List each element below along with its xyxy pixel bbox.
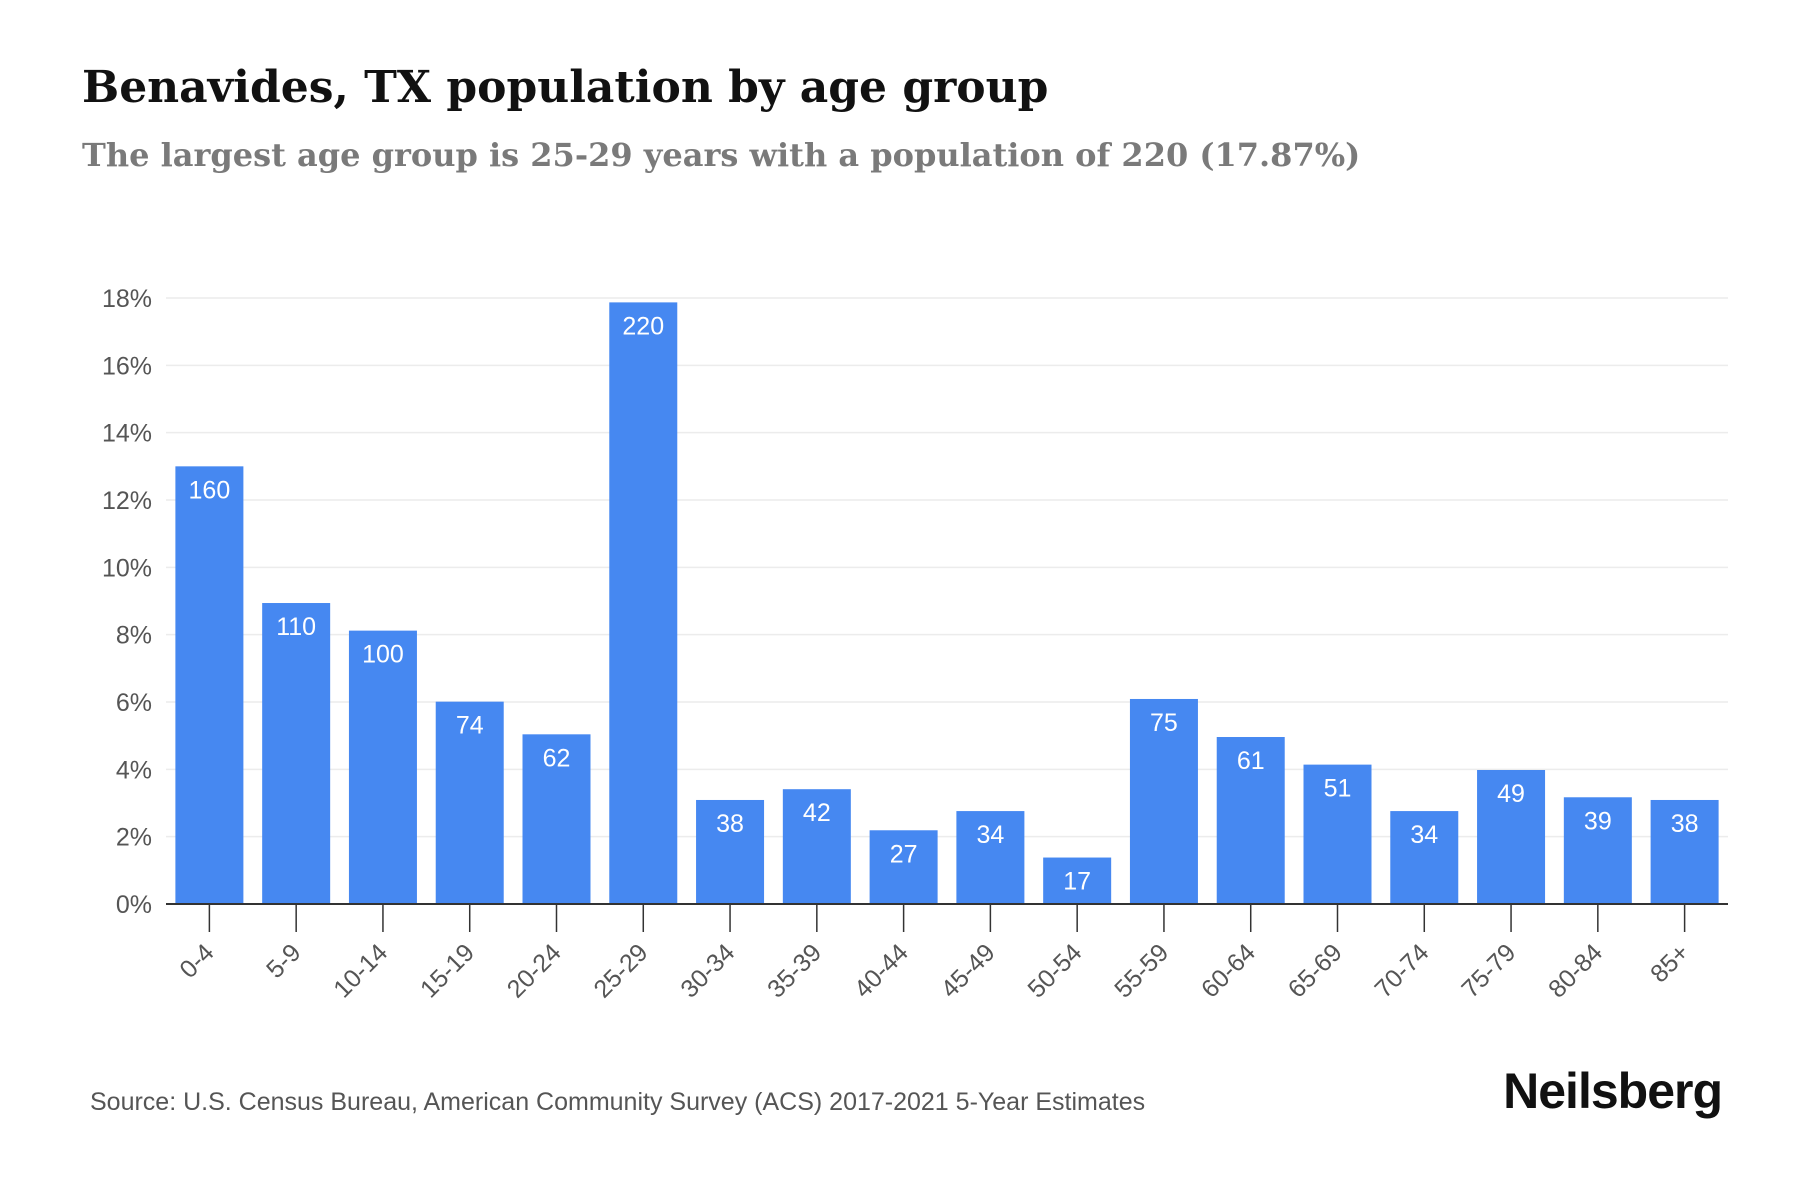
bar-value-label: 34	[1410, 821, 1438, 849]
x-tick-label: 50-54	[1022, 938, 1087, 1003]
x-tick-label: 80-84	[1543, 938, 1608, 1003]
bar-value-label: 75	[1150, 709, 1178, 737]
y-tick-label: 14%	[102, 420, 152, 448]
y-tick-label: 16%	[102, 352, 152, 380]
x-tick-label: 25-29	[588, 938, 653, 1003]
bar-60-64	[1216, 737, 1285, 904]
x-tick-label: 30-34	[675, 938, 740, 1003]
bar-25-29	[609, 302, 678, 904]
x-tick-label: 0-4	[174, 938, 219, 983]
bar-75-79	[1477, 770, 1546, 904]
bar-value-label: 38	[1671, 810, 1699, 838]
x-tick-label: 10-14	[328, 938, 393, 1003]
bar-10-14	[348, 630, 417, 904]
bar-value-label: 100	[362, 641, 404, 669]
y-tick-label: 4%	[116, 756, 152, 784]
bar-value-label: 51	[1324, 775, 1352, 803]
bar-value-label: 74	[456, 712, 484, 740]
chart-subtitle: The largest age group is 25-29 years wit…	[82, 136, 1361, 174]
x-tick-label: 20-24	[502, 938, 567, 1003]
bar-value-label: 34	[976, 821, 1004, 849]
bar-50-54	[1043, 857, 1112, 904]
bar-0-4	[175, 466, 244, 904]
x-tick-label: 75-79	[1456, 938, 1521, 1003]
y-tick-label: 6%	[116, 689, 152, 717]
y-tick-label: 0%	[116, 891, 152, 919]
bar-80-84	[1563, 797, 1632, 904]
x-tick-label: 65-69	[1283, 938, 1348, 1003]
x-tick-label: 40-44	[849, 938, 914, 1003]
bar-30-34	[696, 799, 765, 904]
x-tick-label: 35-39	[762, 938, 827, 1003]
source-note: Source: U.S. Census Bureau, American Com…	[90, 1088, 1146, 1116]
bar-value-label: 110	[276, 613, 316, 641]
y-tick-label: 12%	[102, 487, 152, 515]
bar-15-19	[435, 701, 504, 904]
x-tick-label: 55-59	[1109, 938, 1174, 1003]
bar-value-label: 62	[543, 744, 571, 772]
bar-40-44	[869, 830, 938, 904]
bar-value-label: 17	[1063, 868, 1091, 896]
bar-55-59	[1129, 698, 1198, 904]
chart-title: Benavides, TX population by age group	[82, 62, 1049, 113]
x-tick-label: 15-19	[415, 938, 480, 1003]
bar-value-label: 220	[622, 312, 664, 340]
bar-value-label: 38	[716, 810, 744, 838]
bar-5-9	[262, 603, 331, 904]
x-tick-label: 45-49	[936, 938, 1001, 1003]
y-tick-label: 10%	[102, 554, 152, 582]
bar-value-label: 27	[890, 840, 918, 868]
bar-value-label: 49	[1497, 780, 1525, 808]
x-tick-label: 60-64	[1196, 938, 1261, 1003]
bar-45-49	[956, 811, 1025, 904]
bar-35-39	[782, 789, 851, 904]
bar-70-74	[1390, 811, 1459, 904]
x-tick-label: 5-9	[261, 938, 306, 983]
brand-logo: Neilsberg	[1503, 1063, 1723, 1119]
bar-85+	[1650, 799, 1719, 904]
x-tick-label: 70-74	[1369, 938, 1434, 1003]
bar-20-24	[522, 734, 591, 904]
bar-value-label: 61	[1237, 747, 1265, 775]
bar-65-69	[1303, 764, 1372, 904]
y-tick-label: 8%	[116, 622, 152, 650]
bar-value-label: 39	[1584, 807, 1612, 835]
x-tick-label: 85+	[1645, 938, 1695, 988]
y-tick-label: 2%	[116, 824, 152, 852]
bar-value-label: 42	[803, 799, 831, 827]
y-tick-label: 18%	[102, 285, 152, 313]
bar-value-label: 160	[189, 476, 231, 504]
